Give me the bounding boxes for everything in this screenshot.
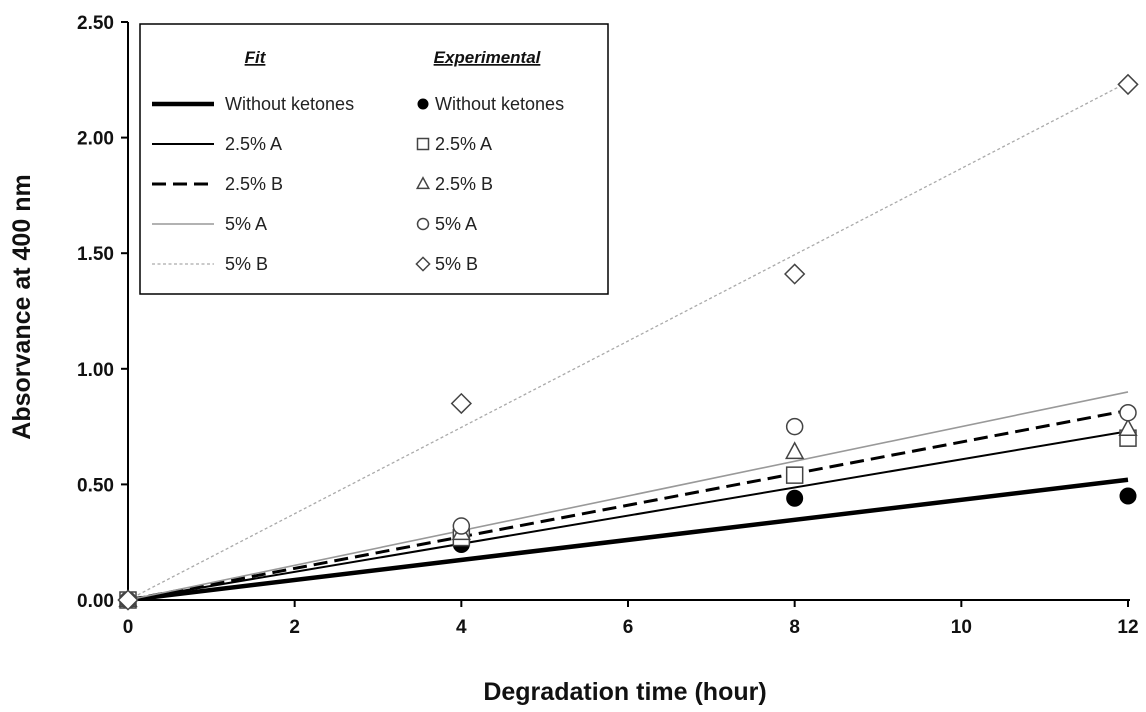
markers: [117, 73, 1139, 611]
x-tick-label: 2: [289, 617, 300, 638]
data-point-4-0: [117, 589, 139, 611]
y-axis-title: Absorvance at 400 nm: [8, 174, 36, 439]
legend-exp-label-1: 2.5% A: [435, 134, 492, 154]
legend-fit-label-4: 5% B: [225, 254, 268, 274]
x-tick-label: 10: [951, 617, 972, 638]
legend-exp-marker-4: [415, 256, 431, 272]
legend-fit-label-3: 5% A: [225, 214, 267, 234]
fit-line-2: [127, 408, 1129, 602]
data-point-0-3: [1119, 487, 1137, 505]
data-point-4-2: [784, 263, 806, 285]
fit-line-3: [127, 391, 1129, 601]
data-point-1-2: [785, 466, 804, 484]
legend-exp-label-3: 5% A: [435, 214, 477, 234]
x-tick-label: 0: [123, 617, 134, 638]
x-tick-label: 8: [789, 617, 800, 638]
legend-exp-label-0: Without ketones: [435, 94, 564, 114]
y-tick-label: 0.00: [77, 591, 114, 612]
data-point-4-1: [450, 392, 472, 415]
data-point-3-1: [452, 517, 471, 535]
fit-lines: [127, 81, 1129, 603]
legend-fit-header: Fit: [245, 48, 267, 67]
legend: Fit Experimental Without ketones 2.5% A 2.…: [139, 23, 609, 295]
legend-exp-label-2: 2.5% B: [435, 174, 493, 194]
legend-fit-label-0: Without ketones: [225, 94, 354, 114]
data-point-2-3: [1118, 418, 1138, 437]
x-tick-label: 6: [623, 617, 634, 638]
legend-box: [139, 23, 609, 295]
legend-exp-label-4: 5% B: [435, 254, 478, 274]
legend-exp-marker-2: [415, 176, 431, 190]
y-tick-label: 1.50: [77, 244, 114, 265]
legend-exp-marker-1: [416, 137, 430, 151]
fit-line-0: [127, 477, 1129, 603]
legend-fit-label-1: 2.5% A: [225, 134, 282, 154]
data-point-3-2: [785, 417, 804, 436]
fit-line-4: [127, 81, 1129, 601]
x-tick-label: 4: [456, 617, 467, 638]
x-tick-label: 12: [1117, 617, 1138, 638]
fit-line-1: [127, 430, 1129, 601]
data-point-3-3: [1119, 403, 1137, 422]
legend-exp-marker-3: [416, 217, 430, 231]
data-point-2-2: [785, 441, 805, 460]
y-tick-label: 1.00: [77, 360, 114, 381]
legend-experimental-header: Experimental: [434, 48, 542, 67]
data-point-4-3: [1117, 73, 1139, 96]
y-tick-label: 2.00: [77, 129, 114, 150]
x-axis-title: Degradation time (hour): [483, 678, 766, 706]
legend-fit-label-2: 2.5% B: [225, 174, 283, 194]
legend-exp-marker-0: [417, 98, 429, 110]
ticks: 0.00 0.50 1.00 1.50 2.00 2.50 0 2 4 6 8 10 12: [77, 13, 1139, 638]
y-tick-label: 2.50: [77, 13, 114, 34]
legend-rows: Without ketones 2.5% A 2.5% B 5% A 5% B Witho…: [152, 94, 564, 274]
y-tick-label: 0.50: [77, 475, 114, 496]
data-point-0-2: [786, 489, 804, 507]
